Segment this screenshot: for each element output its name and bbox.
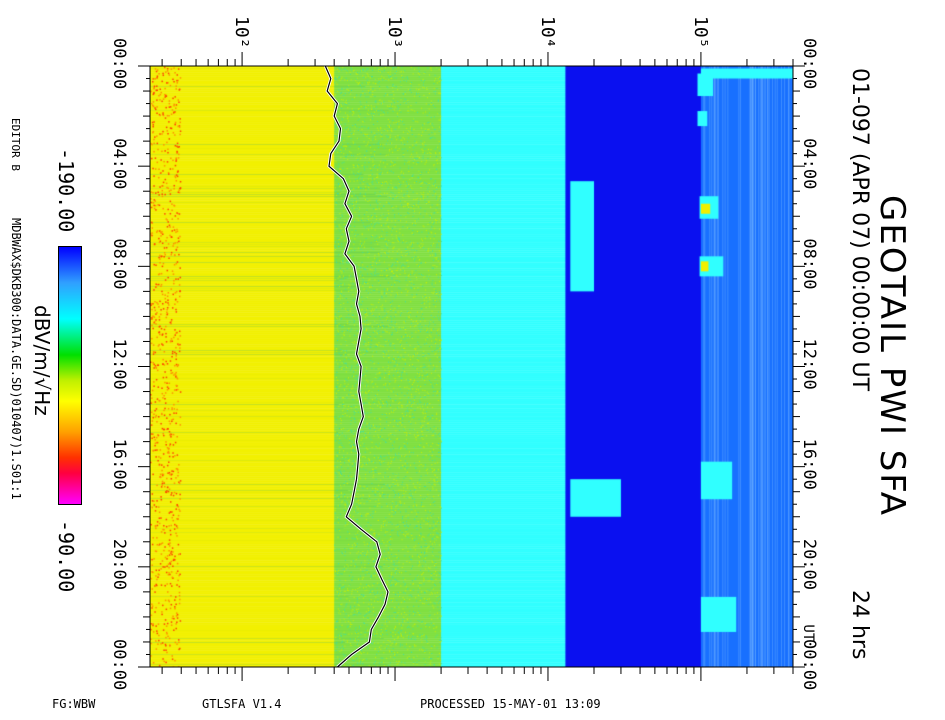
chart-title: GEOTAIL PWI SFA bbox=[872, 195, 912, 517]
spectrogram-plot bbox=[150, 66, 793, 667]
y-tick-label-right: 08:00 bbox=[799, 238, 819, 289]
footer-left-label: FG:WBW bbox=[52, 697, 96, 711]
x-tick-label: 10⁵ bbox=[690, 16, 711, 49]
colorbar bbox=[58, 246, 82, 505]
y-axis-ut-label: UT bbox=[800, 624, 816, 641]
x-tick-label: 10² bbox=[231, 16, 252, 49]
y-tick-label-right: 12:00 bbox=[799, 339, 819, 390]
y-tick-label-left: 00:00 bbox=[109, 639, 129, 690]
y-tick-label-left: 16:00 bbox=[109, 439, 129, 490]
y-tick-label-right: 00:00 bbox=[799, 639, 819, 690]
y-tick-label-left: 04:00 bbox=[109, 138, 129, 189]
spectrogram-heatmap bbox=[150, 66, 793, 667]
y-tick-label-left: 20:00 bbox=[109, 539, 129, 590]
footer-processed-label: PROCESSED 15-MAY-01 13:09 bbox=[420, 697, 601, 711]
editor-label: EDITOR B bbox=[9, 118, 22, 171]
y-tick-label-right: 20:00 bbox=[799, 539, 819, 590]
footer-program-label: GTLSFA V1.4 bbox=[202, 697, 282, 711]
y-tick-label-left: 00:00 bbox=[109, 38, 129, 89]
chart-date-line: 01-097 (APR 07) 00:00:00 UT bbox=[847, 68, 872, 392]
x-tick-label: 10³ bbox=[384, 16, 405, 49]
file-path-label: MDBWAX$DKB300:DATA.GE.SD)010407)1.S01:1 bbox=[9, 218, 23, 500]
y-tick-label-right: 04:00 bbox=[799, 138, 819, 189]
y-tick-label-left: 08:00 bbox=[109, 238, 129, 289]
colorbar-min-label: -190.00 bbox=[54, 148, 78, 233]
x-tick-label: 10⁴ bbox=[537, 16, 558, 49]
y-tick-label-right: 00:00 bbox=[799, 38, 819, 89]
chart-duration: 24 hrs bbox=[847, 590, 872, 660]
colorbar-unit-label: dBV/m/√Hz bbox=[30, 305, 54, 416]
y-tick-label-right: 16:00 bbox=[799, 439, 819, 490]
y-tick-label-left: 12:00 bbox=[109, 339, 129, 390]
colorbar-max-label: -90.00 bbox=[54, 520, 78, 593]
